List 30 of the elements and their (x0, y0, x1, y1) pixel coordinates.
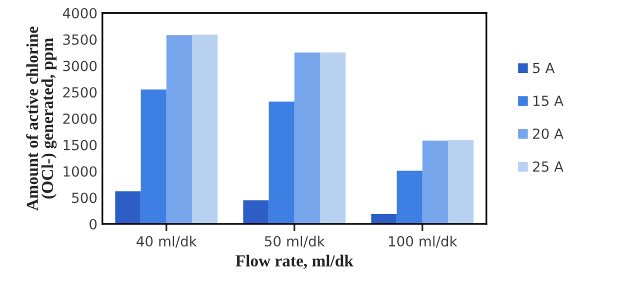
y-tick-label: 500 (72, 192, 97, 204)
y-tick-label: 3500 (63, 34, 97, 45)
y-tick-label: 3000 (63, 60, 97, 72)
bar (371, 214, 397, 224)
y-tick-label: 1500 (64, 140, 97, 150)
y-tick-label: 2000 (63, 113, 97, 124)
bar (268, 102, 294, 224)
legend-label: 20 A (533, 128, 564, 139)
bar (294, 52, 320, 224)
y-axis-title: Amount of active chlorine (OCl-) generated, ppm (26, 26, 57, 211)
bar (243, 200, 269, 224)
legend-label: 25 A (533, 161, 564, 172)
bar (166, 35, 192, 224)
legend-label: 15 A (534, 96, 564, 106)
bar (396, 170, 422, 224)
bar (320, 52, 346, 224)
y-tick-label: 1000 (64, 166, 97, 177)
legend-label: 5 A (533, 62, 555, 74)
y-tick-label: 0 (90, 218, 97, 230)
y-tick-label: 4000 (62, 8, 97, 18)
bar (422, 140, 448, 224)
x-tick-label: 50 ml/dk (264, 236, 325, 248)
bar (115, 191, 141, 224)
bar (448, 140, 474, 224)
bar (192, 34, 218, 224)
x-axis-title: Flow rate, ml/dk (236, 254, 354, 269)
bar (140, 89, 166, 224)
x-tick-label: 40 ml/dk (136, 236, 197, 248)
x-tick-label: 100 ml/dk (389, 236, 458, 248)
y-tick-label: 2500 (63, 87, 97, 98)
